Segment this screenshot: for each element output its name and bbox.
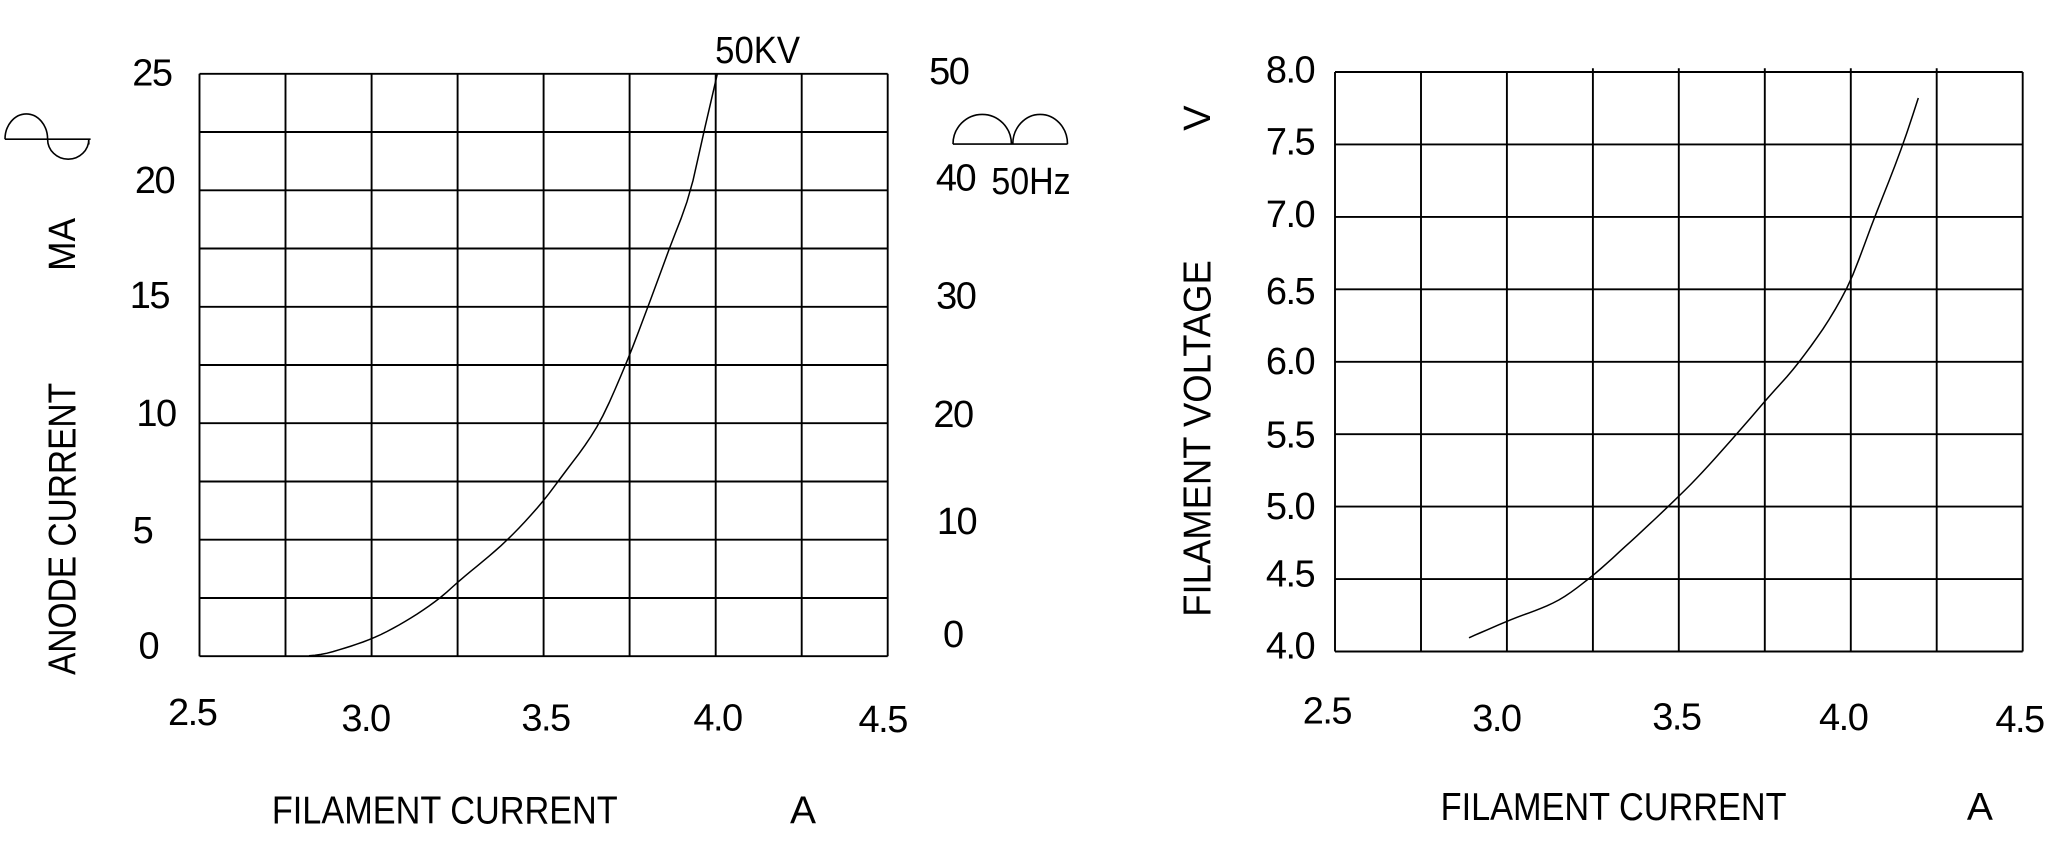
svg-text:6.5: 6.5 xyxy=(1266,271,1315,313)
svg-text:20: 20 xyxy=(135,160,175,202)
svg-text:4.0: 4.0 xyxy=(1819,697,1868,739)
svg-text:50: 50 xyxy=(929,51,969,93)
svg-text:5.5: 5.5 xyxy=(1266,415,1315,457)
svg-text:7.5: 7.5 xyxy=(1266,121,1315,163)
svg-text:FILAMENT CURRENT: FILAMENT CURRENT xyxy=(1441,785,1787,829)
svg-text:4.5: 4.5 xyxy=(859,699,908,741)
svg-text:0: 0 xyxy=(138,625,158,667)
svg-text:3.0: 3.0 xyxy=(341,698,390,740)
svg-text:2.5: 2.5 xyxy=(168,692,217,734)
svg-text:FILAMENT CURRENT: FILAMENT CURRENT xyxy=(272,788,618,832)
svg-text:V: V xyxy=(1177,105,1219,131)
svg-text:40: 40 xyxy=(936,158,976,200)
svg-text:50Hz: 50Hz xyxy=(991,159,1070,202)
svg-text:10: 10 xyxy=(937,501,977,543)
svg-text:5.0: 5.0 xyxy=(1266,486,1315,528)
svg-text:4.0: 4.0 xyxy=(1266,626,1315,668)
svg-text:3.5: 3.5 xyxy=(521,698,570,740)
svg-text:MA: MA xyxy=(41,217,84,270)
svg-text:50KV: 50KV xyxy=(715,29,801,72)
svg-text:ANODE CURRENT: ANODE CURRENT xyxy=(40,383,84,675)
svg-text:20: 20 xyxy=(933,394,973,436)
svg-text:3.0: 3.0 xyxy=(1472,698,1521,740)
svg-text:7.0: 7.0 xyxy=(1266,194,1315,236)
svg-text:A: A xyxy=(790,790,816,833)
svg-text:10: 10 xyxy=(136,393,176,435)
svg-text:4.5: 4.5 xyxy=(1995,699,2044,741)
svg-text:FILAMENT VOLTAGE: FILAMENT VOLTAGE xyxy=(1175,260,1218,617)
svg-text:A: A xyxy=(1967,786,1993,829)
svg-text:25: 25 xyxy=(132,52,172,94)
svg-text:4.0: 4.0 xyxy=(693,698,742,740)
svg-text:0: 0 xyxy=(943,614,963,656)
svg-text:30: 30 xyxy=(936,275,976,317)
svg-text:5: 5 xyxy=(133,510,153,552)
svg-text:15: 15 xyxy=(130,275,170,317)
svg-text:8.0: 8.0 xyxy=(1266,49,1315,91)
svg-text:4.5: 4.5 xyxy=(1266,553,1315,595)
svg-text:2.5: 2.5 xyxy=(1303,691,1352,733)
svg-text:3.5: 3.5 xyxy=(1652,696,1701,738)
svg-text:6.0: 6.0 xyxy=(1266,341,1315,383)
